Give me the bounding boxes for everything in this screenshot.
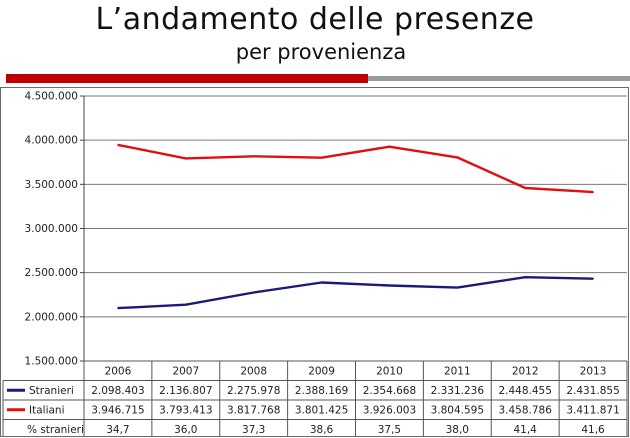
data-point-italiani [252,155,255,158]
table-cell: 36,0 [174,424,197,436]
table-cell: 2.388.169 [295,385,348,397]
y-tick-label: 3.500.000 [25,179,78,191]
title-underline-grey [368,76,630,81]
x-category-label: 2010 [376,365,403,377]
table-cell: 3.801.425 [295,404,348,416]
x-category-label: 2009 [308,365,335,377]
data-point-italiani [524,187,526,189]
table-cell: 2.448.455 [498,385,551,397]
y-tick-label: 4.000.000 [25,135,78,147]
x-category-label: 2012 [512,365,539,377]
data-point-stranieri [185,303,187,306]
table-row-label: % stranieri [27,424,84,436]
table-cell: 2.354.668 [363,385,416,397]
data-point-stranieri [592,277,594,280]
table-cell: 38,6 [310,424,334,436]
data-point-italiani [117,144,119,146]
title-underline-red [6,74,368,83]
data-point-stranieri [117,307,119,309]
data-point-stranieri [320,281,323,284]
x-category-label: 2008 [240,365,267,377]
data-point-italiani [456,156,459,159]
y-tick-label: 1.500.000 [25,356,78,368]
table-cell: 2.331.236 [431,385,485,397]
table-cell: 38,0 [446,424,469,436]
y-tick-label: 2.500.000 [25,267,78,279]
data-point-stranieri [388,284,391,287]
table-cell: 41,6 [581,424,605,436]
legend-label: Italiani [29,404,65,416]
data-point-italiani [388,145,391,148]
table-cell: 34,7 [106,424,129,436]
slide-title: L’andamento delle presenze [95,2,535,37]
table-cell: 3.458.786 [498,404,552,416]
slide-subtitle: per provenienza [235,40,407,64]
data-point-italiani [320,156,323,159]
x-category-label: 2006 [105,365,132,377]
series-line-stranieri [117,275,594,310]
data-point-stranieri [524,276,526,279]
x-category-label: 2011 [444,365,471,377]
chart-panel: 1.500.000 2.000.000 2.500.000 3.000.000 3.50… [0,87,629,437]
table-cell: 2.136.807 [159,385,212,397]
legend-label: Stranieri [29,385,74,397]
table-cell: 3.817.768 [227,404,280,416]
data-point-italiani [185,157,187,160]
y-tick-label: 2.000.000 [25,311,78,323]
series-line-italiani [117,143,594,194]
table-cell: 3.926.003 [363,404,416,416]
data-point-stranieri [252,291,255,294]
table-cell: 3.804.595 [431,404,484,416]
table-cell: 2.275.978 [227,385,280,397]
table-cell: 3.946.715 [91,404,144,416]
table-cell: 3.411.871 [566,404,619,416]
table-cell: 3.793.413 [159,404,212,416]
data-point-stranieri [456,286,459,289]
x-category-label: 2013 [580,365,607,377]
y-tick-label: 3.000.000 [25,223,78,235]
table-cell: 41,4 [513,424,537,436]
data-point-italiani [592,191,594,193]
y-tick-label: 4.500.000 [25,91,78,103]
table-cell: 2.431.855 [566,385,619,397]
table-cell: 37,5 [378,424,401,436]
x-category-label: 2007 [172,365,199,377]
table-cell: 2.098.403 [91,385,144,397]
table-cell: 37,3 [242,424,265,436]
line-chart-with-data-table: 1.500.000 2.000.000 2.500.000 3.000.000 3.50… [2,91,628,436]
